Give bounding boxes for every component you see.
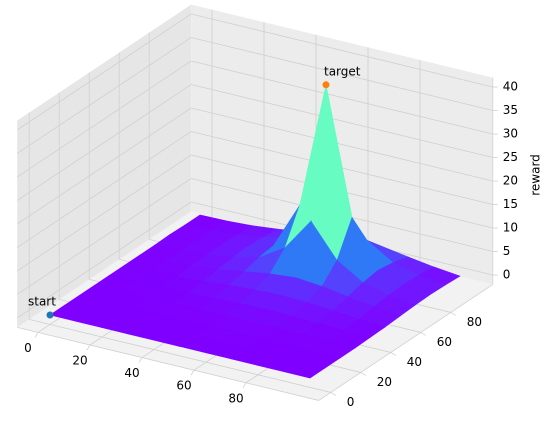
grid-line: [191, 37, 493, 111]
x-tick-label: 40: [124, 366, 139, 380]
x-tick-label: 60: [176, 379, 191, 393]
grid-line: [29, 318, 331, 393]
z-tick-label: 35: [503, 103, 518, 117]
x-tick-label: 80: [228, 391, 243, 405]
surface-patch: [283, 361, 326, 379]
grid-line: [191, 107, 493, 182]
grid-line: [16, 131, 192, 248]
tick-mark: [360, 372, 367, 376]
tick-mark: [390, 352, 397, 356]
y-tick-label: 60: [437, 335, 452, 349]
z-tick-label: 15: [503, 197, 518, 211]
grid-line: [16, 84, 192, 201]
tick-mark: [86, 344, 91, 351]
z-tick-label: 20: [503, 174, 518, 188]
tick-mark: [420, 332, 427, 336]
x-axis: [17, 326, 319, 401]
surface: [49, 84, 461, 379]
grid-line: [191, 13, 493, 88]
z-tick-label: 5: [503, 244, 511, 258]
annotation-point: [46, 311, 54, 319]
grid-line: [16, 154, 192, 272]
tick-mark: [138, 357, 143, 363]
z-axis-label: reward: [529, 154, 543, 196]
grid-line: [16, 37, 192, 154]
x-tick-label: 0: [24, 341, 32, 355]
z-tick-label: 10: [503, 221, 518, 235]
grid-line: [16, 60, 192, 178]
annotation-label: start: [28, 295, 56, 309]
y-axis: [318, 284, 494, 401]
tick-mark: [190, 369, 195, 376]
tick-mark: [450, 312, 457, 316]
annotation-point: [322, 81, 330, 89]
y-tick-label: 40: [407, 355, 422, 369]
tick-mark: [242, 382, 247, 389]
z-tick-label: 30: [503, 127, 518, 141]
y-tick-label: 0: [347, 395, 355, 409]
tick-mark: [330, 392, 337, 396]
grid-line: [191, 84, 493, 158]
grid-line: [191, 60, 493, 135]
grid-line: [16, 13, 192, 131]
z-tick-label: 25: [503, 150, 518, 164]
z-tick-label: 40: [503, 80, 518, 94]
grid-line: [16, 201, 192, 319]
x-tick-label: 20: [72, 354, 87, 368]
tick-mark: [34, 332, 39, 338]
grid-line: [16, 107, 192, 225]
y-tick-label: 20: [377, 375, 392, 389]
grid-line: [16, 178, 192, 295]
annotation-label: target: [324, 64, 361, 78]
z-tick-label: 0: [503, 268, 511, 282]
y-tick-label: 80: [467, 315, 482, 329]
